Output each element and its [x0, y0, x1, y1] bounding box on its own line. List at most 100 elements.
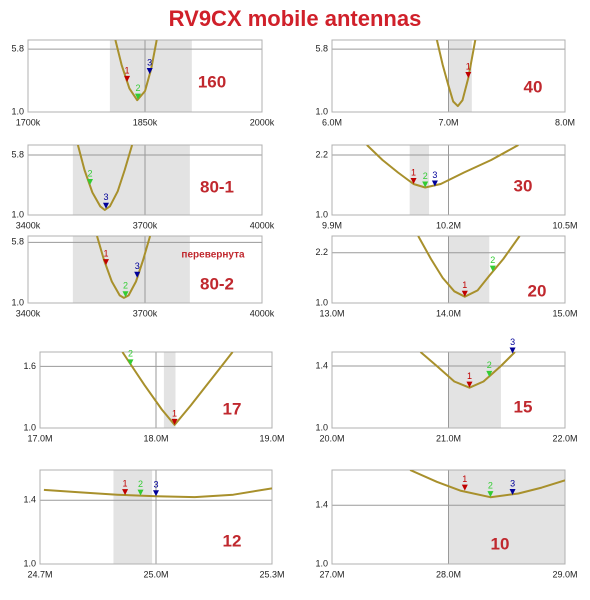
band-highlight	[448, 236, 490, 303]
marker	[431, 180, 438, 187]
band-highlight	[409, 145, 430, 215]
x-tick-label: 7.0M	[438, 117, 458, 127]
plot-frame	[331, 235, 566, 304]
band-highlight	[109, 40, 192, 112]
y-tick-label: 1.0	[315, 422, 328, 432]
band-highlight	[448, 40, 472, 112]
x-tick-label: 25.0M	[143, 569, 168, 579]
marker-label: 1	[172, 408, 177, 418]
marker	[461, 290, 468, 297]
swr-curve	[417, 236, 521, 298]
y-tick-label: 1.4	[23, 495, 36, 505]
marker	[422, 181, 429, 188]
x-tick-label: 15.0M	[552, 308, 577, 318]
marker-label: 2	[123, 281, 128, 291]
y-tick-label: 1.4	[315, 500, 328, 510]
marker	[103, 202, 109, 209]
marker-label: 1	[467, 371, 472, 381]
x-tick-label: 8.0M	[555, 117, 575, 127]
plot-frame	[27, 235, 263, 304]
band-label: 20	[528, 281, 547, 300]
swr-curve	[419, 352, 516, 389]
marker-label: 2	[128, 349, 133, 359]
plot-frame	[27, 39, 263, 113]
marker-label: 2	[88, 168, 93, 178]
x-tick-label: 2000k	[250, 117, 275, 127]
marker	[487, 491, 494, 498]
swr-curve	[121, 352, 234, 426]
band-label: 80-2	[200, 274, 234, 293]
y-tick-label: 1.4	[315, 360, 328, 370]
band-highlight	[72, 236, 190, 303]
marker-label: 1	[466, 61, 471, 71]
marker-label: 1	[103, 248, 108, 258]
marker-label: 3	[153, 480, 158, 490]
y-tick-label: 1.6	[23, 361, 36, 371]
marker	[466, 381, 473, 388]
marker	[153, 490, 159, 497]
x-tick-label: 3400k	[16, 220, 41, 230]
marker	[103, 259, 109, 266]
marker-label: 3	[510, 337, 515, 347]
marker-label: 1	[462, 474, 467, 484]
marker	[509, 488, 516, 495]
marker	[134, 271, 141, 278]
y-tick-label: 1.0	[23, 422, 36, 432]
band-highlight	[113, 470, 153, 564]
x-tick-label: 4000k	[250, 220, 275, 230]
x-tick-label: 22.0M	[552, 433, 577, 443]
x-tick-label: 6.0M	[322, 117, 342, 127]
x-tick-label: 21.0M	[436, 433, 461, 443]
swr-curve	[76, 145, 134, 211]
marker-label: 2	[487, 360, 492, 370]
plot-frame	[331, 469, 566, 565]
swr-curve	[96, 236, 152, 299]
marker-label: 1	[462, 280, 467, 290]
marker	[509, 347, 516, 354]
plot-frame	[39, 469, 273, 565]
panel: 9.9M 10.2M 10.5M 1.0 2.2 1 2 3 30	[315, 144, 578, 230]
x-tick-label: 14.0M	[436, 308, 461, 318]
marker-label: 3	[147, 57, 152, 67]
swr-curve	[409, 470, 565, 499]
x-tick-label: 1700k	[16, 117, 41, 127]
marker	[410, 178, 417, 184]
marker-label: 2	[138, 479, 143, 489]
y-tick-label: 1.0	[23, 558, 36, 568]
x-tick-label: 9.9M	[322, 220, 342, 230]
band-highlight	[448, 352, 501, 428]
y-tick-label: 1.0	[315, 209, 328, 219]
x-tick-label: 3700k	[133, 220, 158, 230]
panel: 17.0M 18.0M 19.0M 1.0 1.6 2 1 17	[23, 349, 284, 444]
marker	[124, 75, 131, 82]
x-tick-label: 19.0M	[259, 433, 284, 443]
marker	[122, 489, 129, 496]
panel: 24.7M 25.0M 25.3M1.01.41 2 312	[23, 469, 285, 579]
y-tick-label: 1.0	[315, 297, 328, 307]
x-tick-label: 29.0M	[552, 569, 577, 579]
marker	[171, 418, 178, 425]
plot-frame	[331, 39, 566, 113]
x-tick-label: 10.5M	[552, 220, 577, 230]
marker-label: 2	[488, 481, 493, 491]
marker	[122, 291, 129, 298]
marker	[489, 265, 496, 272]
band-label: 12	[223, 531, 242, 550]
x-tick-label: 27.0M	[319, 569, 344, 579]
x-tick-label: 25.3M	[259, 569, 284, 579]
x-tick-label: 10.2M	[436, 220, 461, 230]
swr-curve	[43, 487, 272, 499]
x-tick-label: 18.0M	[143, 433, 168, 443]
x-tick-label: 28.0M	[436, 569, 461, 579]
y-tick-label: 5.8	[315, 44, 328, 54]
marker-label: 3	[432, 170, 437, 180]
x-tick-label: 24.7M	[27, 569, 52, 579]
x-tick-label: 13.0M	[319, 308, 344, 318]
marker	[146, 68, 153, 75]
note: перевернута	[181, 250, 245, 261]
x-tick-label: 3700k	[133, 308, 158, 318]
marker-label: 1	[123, 479, 128, 489]
band-label: 40	[524, 77, 543, 96]
band-label: 160	[198, 72, 226, 91]
